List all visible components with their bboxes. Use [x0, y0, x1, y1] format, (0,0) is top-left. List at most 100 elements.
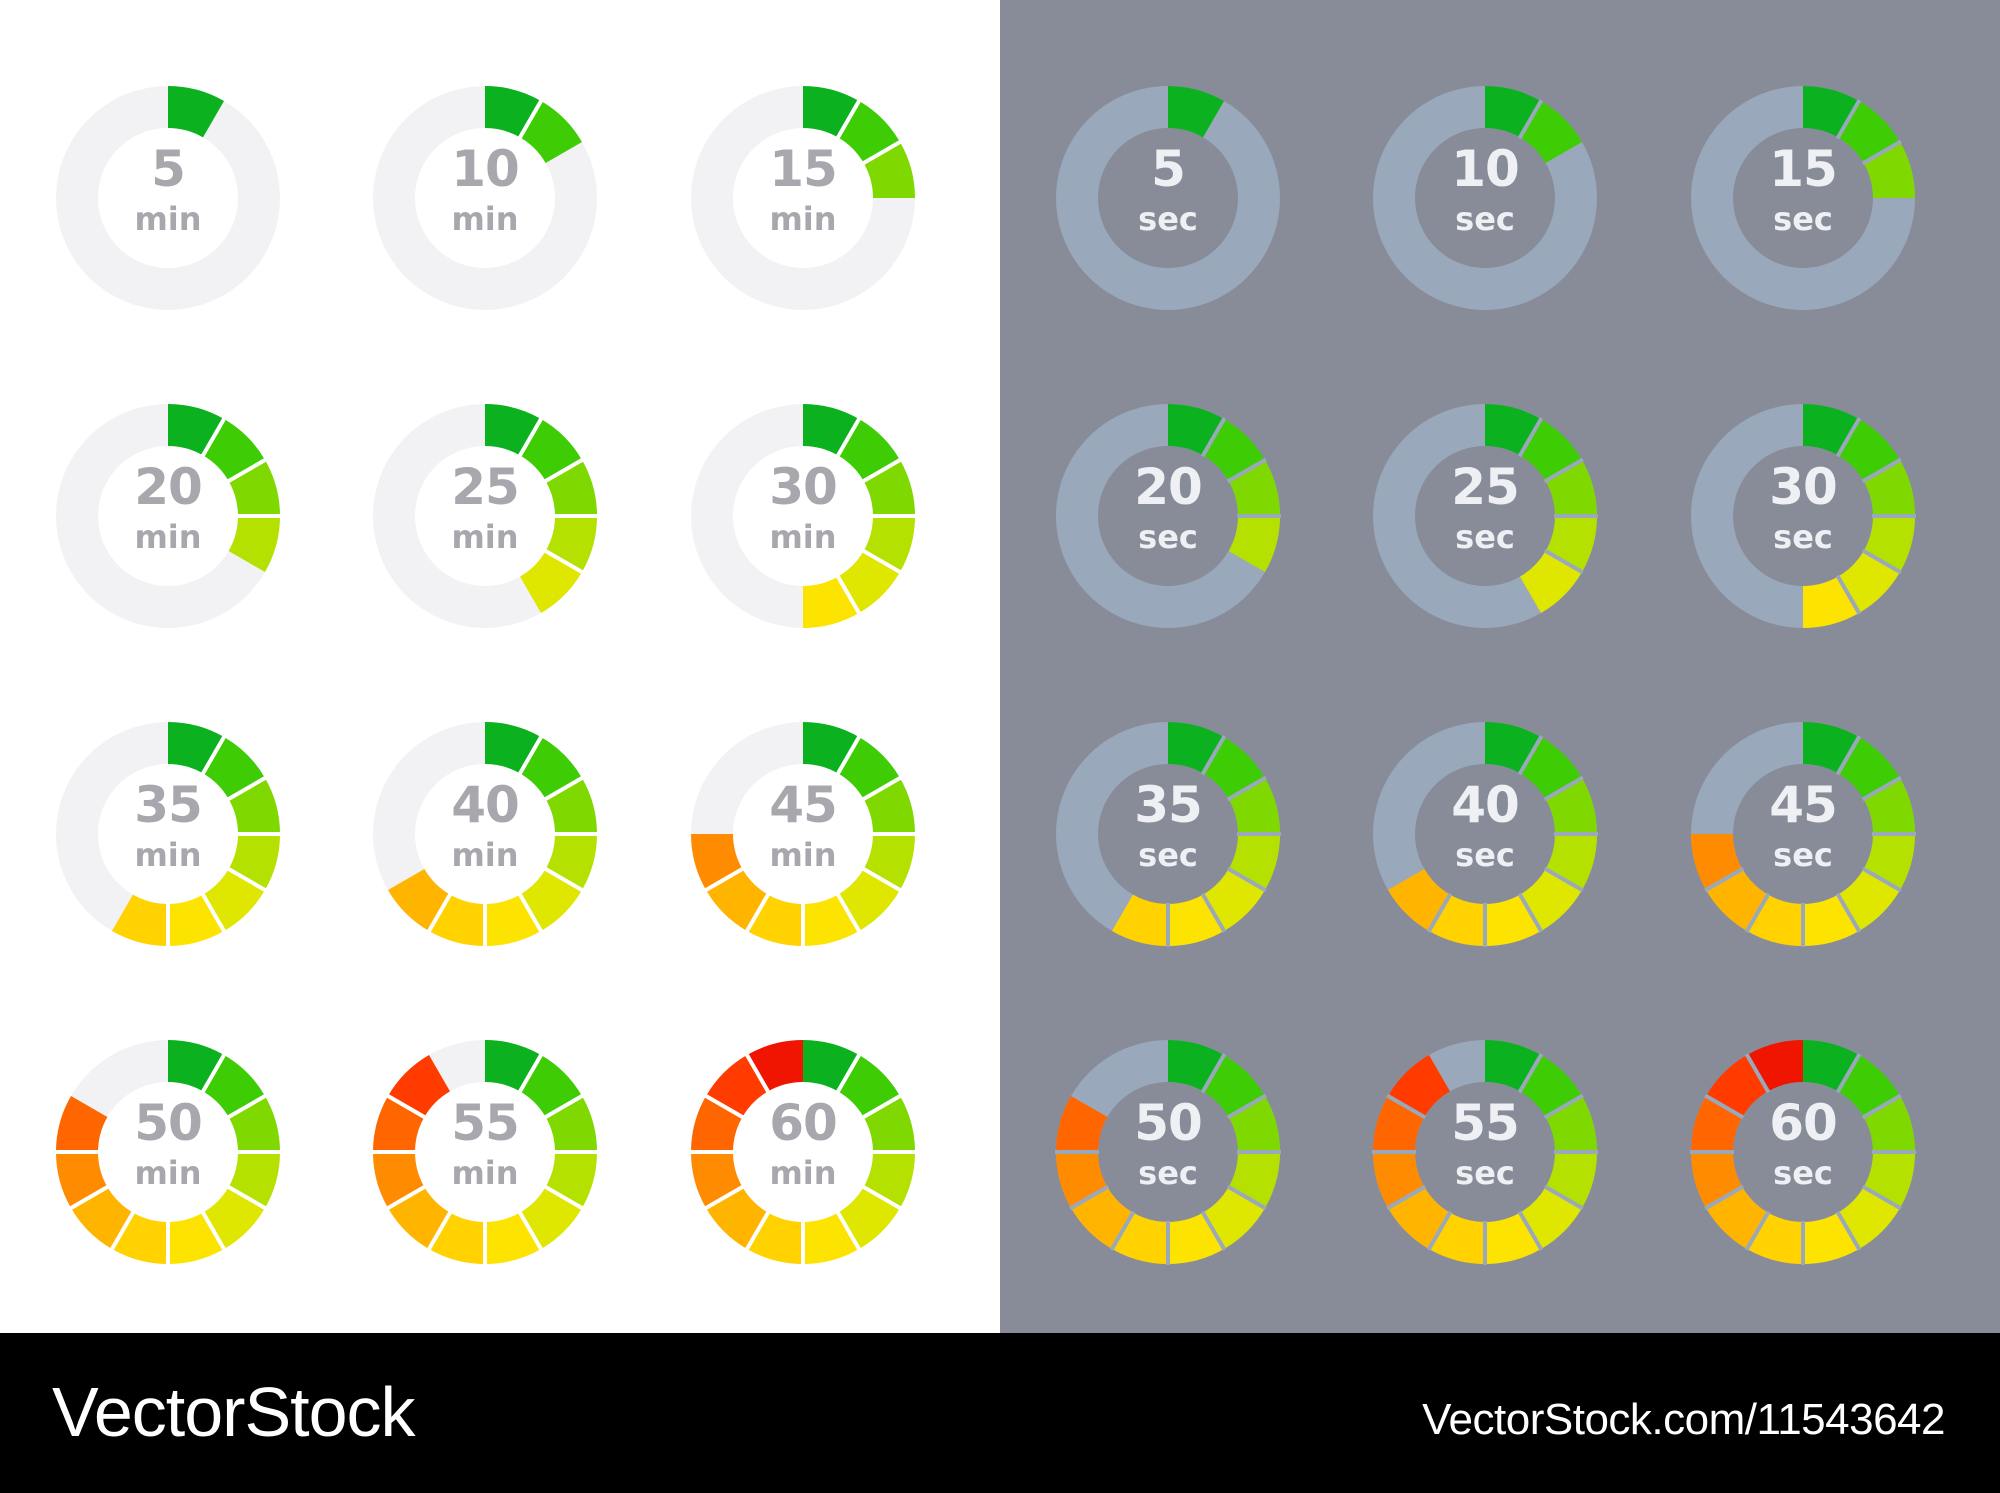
timer-segment-separator: [1226, 457, 1267, 484]
timer-ring: [1372, 1040, 1598, 1265]
timer-15-sec-icon: 15 sec: [1688, 83, 1918, 313]
timer-segment-separator: [517, 1210, 544, 1251]
timer-ring: [690, 404, 916, 628]
timer-ring: [1690, 404, 1916, 628]
timer-value: 45: [1769, 776, 1838, 834]
timer-value: 30: [1769, 458, 1838, 516]
timer-segment-separator: [226, 775, 267, 802]
timer-segment-separator: [744, 1210, 771, 1251]
timer-segment-4: [228, 516, 280, 572]
timer-ring: [55, 86, 280, 310]
timer-segment-separator: [1517, 99, 1544, 140]
timer-segment-separator: [200, 892, 227, 933]
timer-segment-5: [520, 1187, 582, 1249]
timer-segment-separator: [1109, 1210, 1136, 1251]
timer-segment-separator: [226, 457, 267, 484]
timer-segment-5: [1203, 1187, 1265, 1249]
timer-segment-separator: [200, 1053, 227, 1094]
timer-segment-separator: [704, 866, 745, 893]
timer-segment-separator: [1861, 457, 1902, 484]
timer-ring: [690, 722, 916, 947]
timer-segment-2: [1520, 737, 1582, 799]
timer-unit: min: [451, 836, 519, 874]
timer-unit: min: [451, 1154, 519, 1192]
timer-value: 60: [1769, 1094, 1838, 1152]
timer-value: 10: [1451, 140, 1520, 198]
timer-segment-separator: [835, 99, 862, 140]
timer-segment-2: [520, 419, 582, 481]
timer-segment-5: [838, 1187, 900, 1249]
watermark-footer: VectorStock VectorStock.com/11543642: [0, 1333, 2000, 1493]
timer-segment-separator: [1543, 1184, 1584, 1211]
timer-ring: [1055, 404, 1281, 628]
timer-segment-separator: [1069, 1184, 1110, 1211]
timer-value: 15: [769, 140, 838, 198]
timer-segment-5: [520, 869, 582, 931]
timer-25-sec-icon: 25 sec: [1370, 401, 1600, 631]
timer-unit: min: [769, 518, 837, 556]
timer-segment-separator: [861, 457, 902, 484]
timer-segment-separator: [386, 1184, 427, 1211]
timer-ring: [1055, 86, 1280, 310]
timer-segment-11: [1388, 1055, 1450, 1117]
timer-track: [55, 86, 280, 310]
timer-segment-1: [168, 86, 224, 138]
vectorstock-logo: VectorStock: [52, 1373, 416, 1451]
timer-45-sec-icon: 45 sec: [1688, 719, 1918, 949]
timer-segment-5: [1520, 1187, 1582, 1249]
timer-ring: [1690, 1040, 1916, 1265]
timer-segment-separator: [704, 1184, 745, 1211]
timer-segment-2: [1838, 1055, 1900, 1117]
timer-ring: [55, 404, 281, 628]
timer-40-sec-icon: 40 sec: [1370, 719, 1600, 949]
timer-segment-separator: [1744, 1053, 1771, 1094]
timer-value: 50: [1134, 1094, 1203, 1152]
timer-segment-separator: [1744, 1210, 1771, 1251]
timer-unit: sec: [1455, 1154, 1515, 1192]
timer-segment-separator: [200, 417, 227, 458]
timer-ring: [1372, 404, 1598, 628]
timer-value: 35: [1134, 776, 1203, 834]
timer-segment-separator: [517, 892, 544, 933]
timer-25-min-icon: 25 min: [370, 401, 600, 631]
timer-segment-2: [1520, 419, 1582, 481]
timer-segment-separator: [861, 775, 902, 802]
timer-segment-separator: [1861, 1184, 1902, 1211]
timer-segment-separator: [1517, 892, 1544, 933]
timer-segment-separator: [1543, 457, 1584, 484]
timer-segment-2: [203, 419, 265, 481]
timer-segment-separator: [861, 139, 902, 166]
timer-value: 10: [451, 140, 520, 198]
timer-segment-separator: [386, 1093, 427, 1120]
timer-segment-separator: [835, 417, 862, 458]
timer-segment-2: [203, 737, 265, 799]
timer-60-sec-icon: 60 sec: [1688, 1037, 1918, 1267]
timer-segment-separator: [226, 1093, 267, 1120]
timer-segment-separator: [1835, 99, 1862, 140]
timer-segment-separator: [1517, 1053, 1544, 1094]
timer-segment-separator: [835, 1210, 862, 1251]
timer-segment-separator: [744, 1053, 771, 1094]
timer-segment-separator: [1835, 1210, 1862, 1251]
timer-segment-11: [1706, 1055, 1768, 1117]
timer-segment-separator: [1744, 892, 1771, 933]
timer-segment-separator: [835, 574, 862, 615]
timer-segment-separator: [543, 866, 584, 893]
timer-segment-8: [706, 1187, 768, 1249]
timer-segment-separator: [1861, 139, 1902, 166]
timer-segment-separator: [426, 892, 453, 933]
timer-segment-separator: [226, 1184, 267, 1211]
timer-segment-11: [388, 1055, 450, 1117]
timer-35-min-icon: 35 min: [53, 719, 283, 949]
timer-segment-5: [1838, 551, 1900, 613]
light-panel: 5 min 10 min 15 min 20 min 25 min 30 min 35 min 40 min 4…: [0, 0, 1000, 1333]
timer-segment-8: [1388, 869, 1450, 931]
timer-segment-separator: [1226, 1184, 1267, 1211]
timer-10-sec-icon: 10 sec: [1370, 83, 1600, 313]
timer-segment-separator: [543, 548, 584, 575]
timer-segment-separator: [1835, 1053, 1862, 1094]
timer-segment-2: [1838, 737, 1900, 799]
timer-unit: sec: [1138, 518, 1198, 556]
timer-30-sec-icon: 30 sec: [1688, 401, 1918, 631]
timer-45-min-icon: 45 min: [688, 719, 918, 949]
